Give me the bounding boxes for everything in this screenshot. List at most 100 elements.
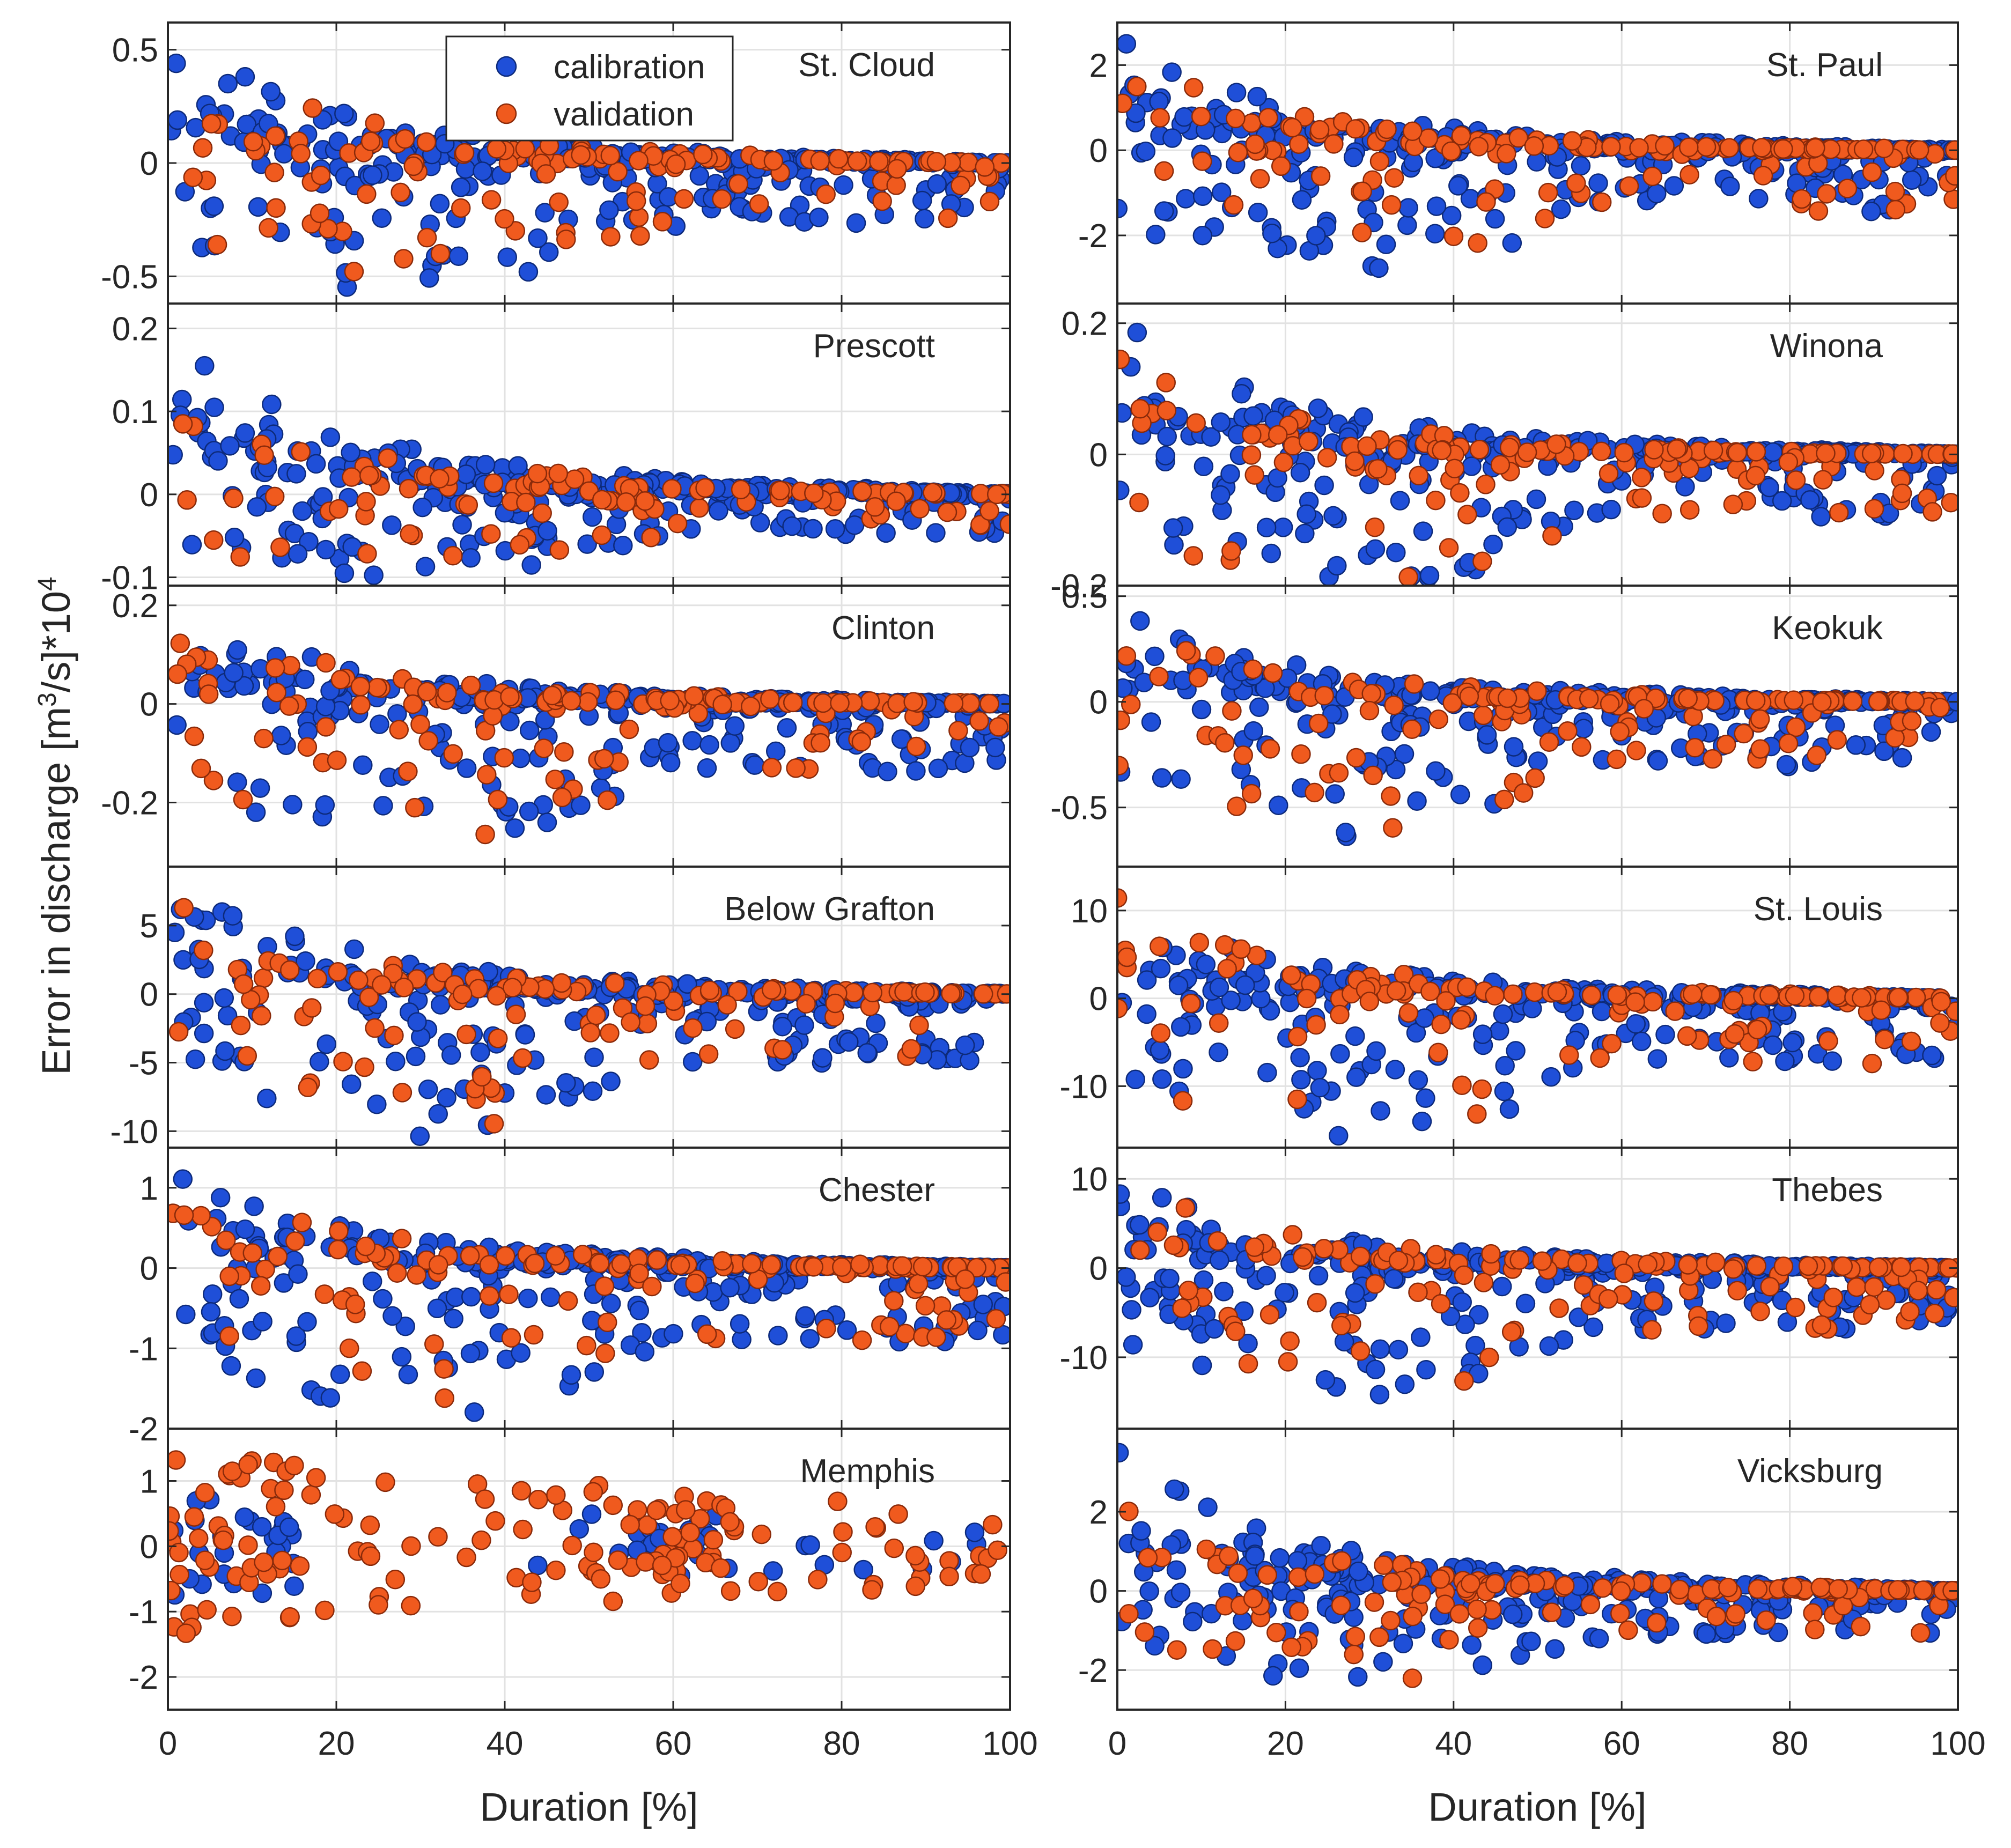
validation-point xyxy=(213,1530,233,1550)
calibration-point xyxy=(960,737,980,758)
y-tick-label: 5 xyxy=(140,908,158,945)
x-tick-label: 40 xyxy=(487,1725,524,1762)
calibration-point xyxy=(1631,1031,1652,1052)
validation-point xyxy=(1539,732,1559,752)
validation-point xyxy=(974,984,993,1004)
validation-point xyxy=(191,1206,211,1226)
calibration-point xyxy=(1763,1035,1783,1055)
validation-point xyxy=(451,198,471,218)
calibration-point xyxy=(456,464,476,484)
validation-point xyxy=(850,1254,870,1274)
calibration-point xyxy=(521,555,541,575)
calibration-point xyxy=(1308,398,1328,418)
calibration-point xyxy=(1412,1111,1432,1132)
validation-point xyxy=(384,1025,404,1046)
y-tick-label: -1 xyxy=(129,1594,158,1631)
validation-point xyxy=(683,1018,703,1038)
validation-point xyxy=(349,970,369,990)
scatter-points xyxy=(168,1450,1007,1643)
validation-point xyxy=(1773,139,1793,159)
y-tick-label: 0 xyxy=(140,1528,158,1565)
validation-point xyxy=(606,690,625,711)
validation-point xyxy=(1497,144,1516,164)
validation-point xyxy=(401,1595,421,1616)
validation-point xyxy=(695,478,715,498)
calibration-point xyxy=(1209,977,1229,997)
validation-point xyxy=(979,693,999,714)
validation-point xyxy=(662,1527,682,1547)
validation-point xyxy=(203,530,224,550)
calibration-point xyxy=(768,1326,788,1346)
calibration-point xyxy=(244,1196,264,1216)
validation-point xyxy=(280,1607,300,1627)
validation-point xyxy=(1807,745,1826,765)
validation-point xyxy=(1398,567,1418,586)
calibration-point xyxy=(237,114,257,135)
calibration-point xyxy=(208,451,228,471)
calibration-point xyxy=(306,454,326,474)
validation-point xyxy=(720,1581,741,1601)
calibration-point xyxy=(247,497,267,517)
calibration-point xyxy=(915,209,934,229)
validation-point xyxy=(1117,349,1130,369)
calibration-point xyxy=(248,197,268,217)
validation-point xyxy=(888,1504,908,1524)
validation-point xyxy=(926,152,947,172)
validation-point xyxy=(592,525,612,545)
calibration-point xyxy=(210,1187,231,1208)
validation-point xyxy=(583,1482,603,1502)
validation-point xyxy=(909,1015,929,1036)
calibration-point xyxy=(1123,1335,1143,1355)
calibration-point xyxy=(1170,1017,1191,1037)
validation-point xyxy=(562,1535,582,1556)
validation-point xyxy=(1432,440,1452,461)
y-tick-label: -2 xyxy=(129,1411,158,1448)
validation-point xyxy=(926,1327,946,1347)
validation-point xyxy=(1289,134,1309,154)
validation-point xyxy=(1723,990,1743,1011)
calibration-point xyxy=(1921,722,1941,742)
validation-point xyxy=(316,653,336,673)
validation-point xyxy=(1469,137,1489,157)
calibration-point xyxy=(271,726,291,745)
validation-point xyxy=(595,1343,615,1363)
scatter-points xyxy=(1117,322,1958,586)
calibration-point xyxy=(518,1288,538,1309)
validation-point xyxy=(763,151,784,171)
validation-point xyxy=(762,980,782,1000)
validation-point xyxy=(600,1023,620,1043)
calibration-point xyxy=(419,268,439,288)
calibration-point xyxy=(1117,403,1132,423)
validation-point xyxy=(355,1057,374,1077)
calibration-point xyxy=(1462,456,1482,476)
calibration-point xyxy=(334,104,354,123)
calibration-point xyxy=(194,993,214,1012)
validation-point xyxy=(1542,526,1562,546)
validation-point xyxy=(1457,977,1477,997)
calibration-point xyxy=(537,521,557,541)
calibration-point xyxy=(1137,970,1157,990)
calibration-point xyxy=(176,1304,196,1325)
calibration-point xyxy=(234,1507,255,1527)
validation-point xyxy=(195,1483,215,1503)
validation-point xyxy=(452,984,473,1004)
panel-title: Winona xyxy=(1770,328,1883,365)
validation-point xyxy=(619,719,639,740)
validation-point xyxy=(1147,1222,1167,1242)
validation-point xyxy=(417,227,437,248)
validation-point xyxy=(1117,93,1132,113)
validation-point xyxy=(880,1317,900,1336)
calibration-point xyxy=(285,926,305,947)
validation-point xyxy=(195,1550,215,1570)
validation-point xyxy=(577,1335,596,1356)
calibration-point xyxy=(1173,1059,1193,1079)
validation-point xyxy=(1590,1048,1610,1068)
calibration-point xyxy=(456,758,477,778)
panel-frame xyxy=(167,1428,1011,1711)
validation-point xyxy=(728,981,748,1001)
validation-point xyxy=(280,960,300,980)
scatter-points xyxy=(1117,1184,1958,1405)
validation-point xyxy=(360,1546,381,1566)
